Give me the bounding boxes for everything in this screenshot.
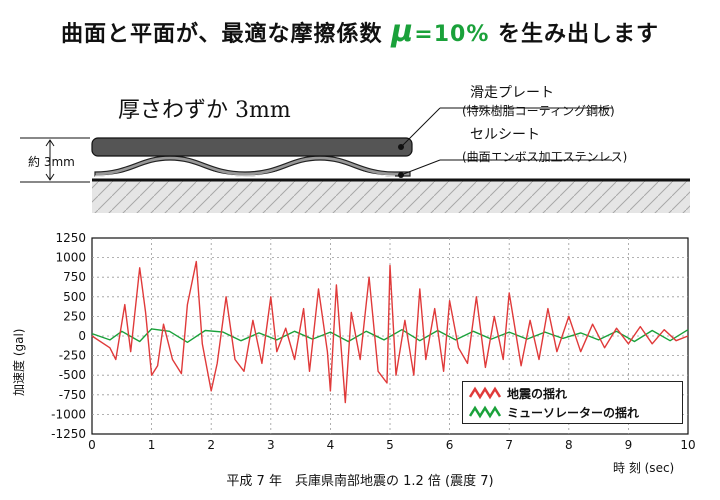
x-tick-label: 0 — [88, 438, 96, 452]
x-tick-label: 5 — [386, 438, 394, 452]
x-tick-label: 4 — [327, 438, 335, 452]
x-tick-label: 3 — [267, 438, 275, 452]
chart-caption: 平成 7 年 兵庫県南部地震の 1.2 倍 (震度 7) — [226, 474, 494, 489]
y-tick-label: -500 — [59, 368, 86, 382]
y-tick-label: -250 — [59, 349, 86, 363]
headline: 曲面と平面が、最適な摩擦係数 μ=10% を生み出します — [0, 14, 720, 49]
legend-label-quake: 地震の揺れ — [507, 387, 568, 401]
x-tick-label: 10 — [680, 438, 695, 452]
x-tick-label: 6 — [446, 438, 454, 452]
x-tick-label: 9 — [625, 438, 633, 452]
cell-label: セルシート — [470, 127, 540, 143]
y-tick-label: 500 — [63, 290, 86, 304]
dimension-label: 約 3mm — [28, 155, 75, 169]
x-tick-label: 8 — [565, 438, 573, 452]
y-tick-label: 1250 — [55, 231, 86, 245]
legend-item-isolator: ミューソレーターの揺れ — [463, 403, 682, 421]
y-tick-label: 0 — [78, 329, 86, 343]
y-tick-label: -750 — [59, 388, 86, 402]
plate-label: 滑走プレート — [470, 85, 554, 101]
series-line-isolator — [91, 328, 689, 343]
mu-symbol: μ — [391, 14, 415, 49]
headline-text: 曲面と平面が、最適な摩擦係数 — [60, 22, 383, 47]
x-tick-label: 1 — [148, 438, 156, 452]
headline-text-end: を生み出します — [498, 22, 660, 47]
y-tick-label: 250 — [63, 309, 86, 323]
y-tick-label: 750 — [63, 270, 86, 284]
y-tick-label: -1000 — [51, 407, 86, 421]
chart-legend: 地震の揺れ ミューソレーターの揺れ — [462, 381, 683, 424]
cross-section-diagram — [20, 107, 690, 213]
y-tick-label: -1250 — [51, 427, 86, 441]
x-tick-label: 7 — [505, 438, 513, 452]
y-tick-label: 1000 — [55, 251, 86, 265]
x-axis-label: 時 刻 (sec) — [613, 461, 675, 475]
slide-plate — [91, 137, 413, 157]
legend-label-isolator: ミューソレーターの揺れ — [507, 406, 640, 420]
thickness-label: 厚さわずか 3mm — [118, 98, 291, 123]
x-tick-label: 2 — [207, 438, 215, 452]
legend-item-quake: 地震の揺れ — [463, 384, 682, 402]
y-axis-label: 加速度 (gal) — [12, 328, 26, 396]
series-line-quake — [91, 260, 689, 404]
mu-value: =10% — [414, 22, 490, 47]
